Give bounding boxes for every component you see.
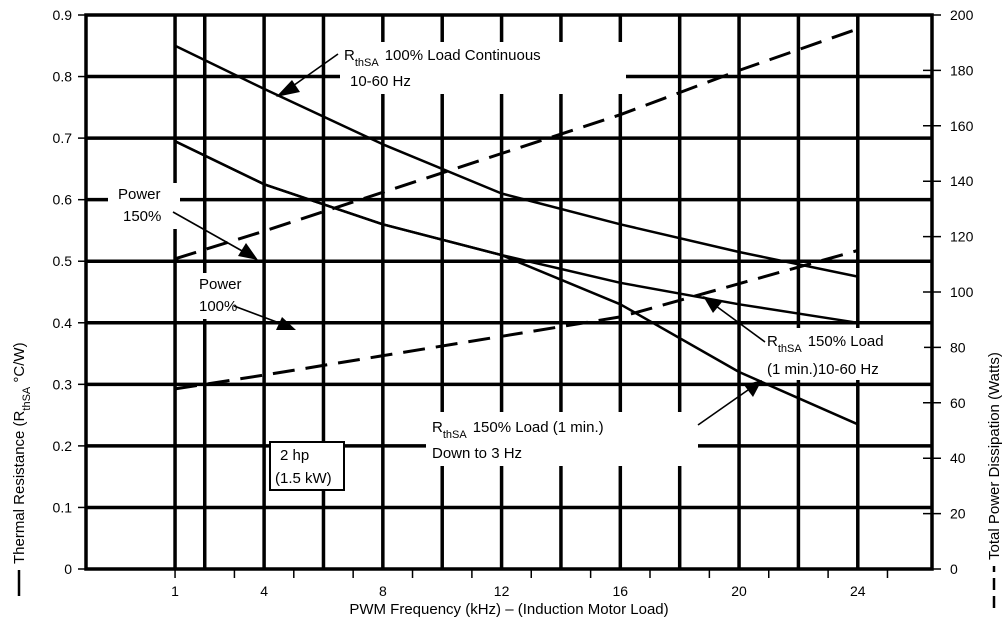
annotation-power150: Power 150% (108, 183, 180, 229)
arrowhead-r150-3hz (744, 380, 762, 397)
x-tick-label: 16 (613, 583, 629, 599)
annotation-power150-line1: Power (118, 186, 161, 203)
device-rating-line1: 2 hp (280, 447, 309, 464)
y-left-tick-label: 0 (64, 561, 72, 577)
y-left-tick-label: 0.1 (53, 499, 73, 515)
y-left-axis-title-group: Thermal Resistance (RthSA °C/W) (11, 342, 33, 596)
x-tick-label: 24 (850, 583, 866, 599)
y-left-tick-label: 0.4 (53, 315, 73, 331)
annotation-r150-3hz-text: RthSA 150% Load (1 min.) (432, 419, 604, 441)
y-right-tick-label: 180 (950, 62, 974, 78)
arrowhead-r150-1060 (703, 296, 722, 313)
arrow-power150 (172, 211, 245, 253)
y-right-tick-label: 40 (950, 450, 966, 466)
annotation-r150-1060-line2: (1 min.)10-60 Hz (767, 361, 879, 378)
tick-marks (78, 14, 941, 578)
tick-labels: 1 4 8 12 16 20 24 0 0.1 0.2 0.3 0.4 0.5 0.6 0.7 0.8 0.9 0… (53, 7, 974, 599)
arrowhead-power100 (276, 317, 296, 330)
annotation-r150-3hz-line2: Down to 3 Hz (432, 445, 522, 462)
y-right-axis-title-group: Total Power Dissipation (Watts) (986, 352, 1003, 608)
y-left-axis-title: Thermal Resistance (RthSA °C/W) (11, 342, 33, 564)
arrows (172, 53, 766, 426)
series-line-5 (174, 249, 859, 391)
series-line-1 (174, 44, 859, 278)
y-left-tick-label: 0.7 (53, 130, 73, 146)
annotation-power150-line2: 150% (123, 208, 161, 225)
annotation-r100-text: RthSA 100% Load Continuous (344, 47, 541, 69)
annotation-power100-line1: Power (199, 276, 242, 293)
device-rating-box: 2 hp (1.5 kW) (269, 441, 345, 491)
y-right-tick-label: 20 (950, 506, 966, 522)
x-axis-title: PWM Frequency (kHz) – (Induction Motor L… (349, 601, 668, 618)
y-right-tick-label: 160 (950, 118, 974, 134)
x-tick-label: 4 (260, 583, 268, 599)
series-line-3 (174, 140, 859, 426)
x-tick-label: 20 (731, 583, 747, 599)
x-tick-label: 1 (171, 583, 179, 599)
arrowhead-power150 (238, 243, 258, 260)
annotation-r100-line2: 10-60 Hz (350, 73, 411, 90)
y-right-axis-title: Total Power Dissipation (Watts) (986, 352, 1003, 560)
y-left-tick-label: 0.3 (53, 376, 73, 392)
arrow-r150-3hz (697, 389, 749, 426)
arrowhead-r100 (276, 80, 300, 97)
arrow-r100 (289, 53, 339, 89)
series-group (174, 27, 859, 426)
y-right-tick-label: 60 (950, 395, 966, 411)
arrow-r150-1060 (715, 305, 766, 343)
y-right-tick-label: 80 (950, 339, 966, 355)
y-left-tick-label: 0.2 (53, 438, 73, 454)
y-left-tick-label: 0.9 (53, 7, 73, 23)
series-line-4 (174, 27, 859, 261)
x-tick-label: 8 (379, 583, 387, 599)
annotation-power100: Power 100% (185, 273, 257, 319)
y-right-tick-label: 120 (950, 229, 974, 245)
y-right-tick-label: 140 (950, 173, 974, 189)
annotation-r150-3hz: RthSA 150% Load (1 min.) Down to 3 Hz (426, 412, 698, 466)
y-left-tick-label: 0.8 (53, 69, 73, 85)
y-right-tick-label: 200 (950, 7, 974, 23)
annotation-r150-1060: RthSA 150% Load (1 min.)10-60 Hz (762, 328, 924, 380)
y-right-tick-label: 0 (950, 561, 958, 577)
y-right-tick-label: 100 (950, 284, 974, 300)
y-left-tick-label: 0.6 (53, 192, 73, 208)
arrow-power100 (233, 305, 283, 325)
y-left-tick-label: 0.5 (53, 253, 73, 269)
device-rating-line2: (1.5 kW) (275, 470, 332, 487)
annotation-r100: RthSA 100% Load Continuous 10-60 Hz (340, 42, 626, 94)
x-tick-label: 12 (494, 583, 510, 599)
annotation-power100-line2: 100% (199, 298, 237, 315)
